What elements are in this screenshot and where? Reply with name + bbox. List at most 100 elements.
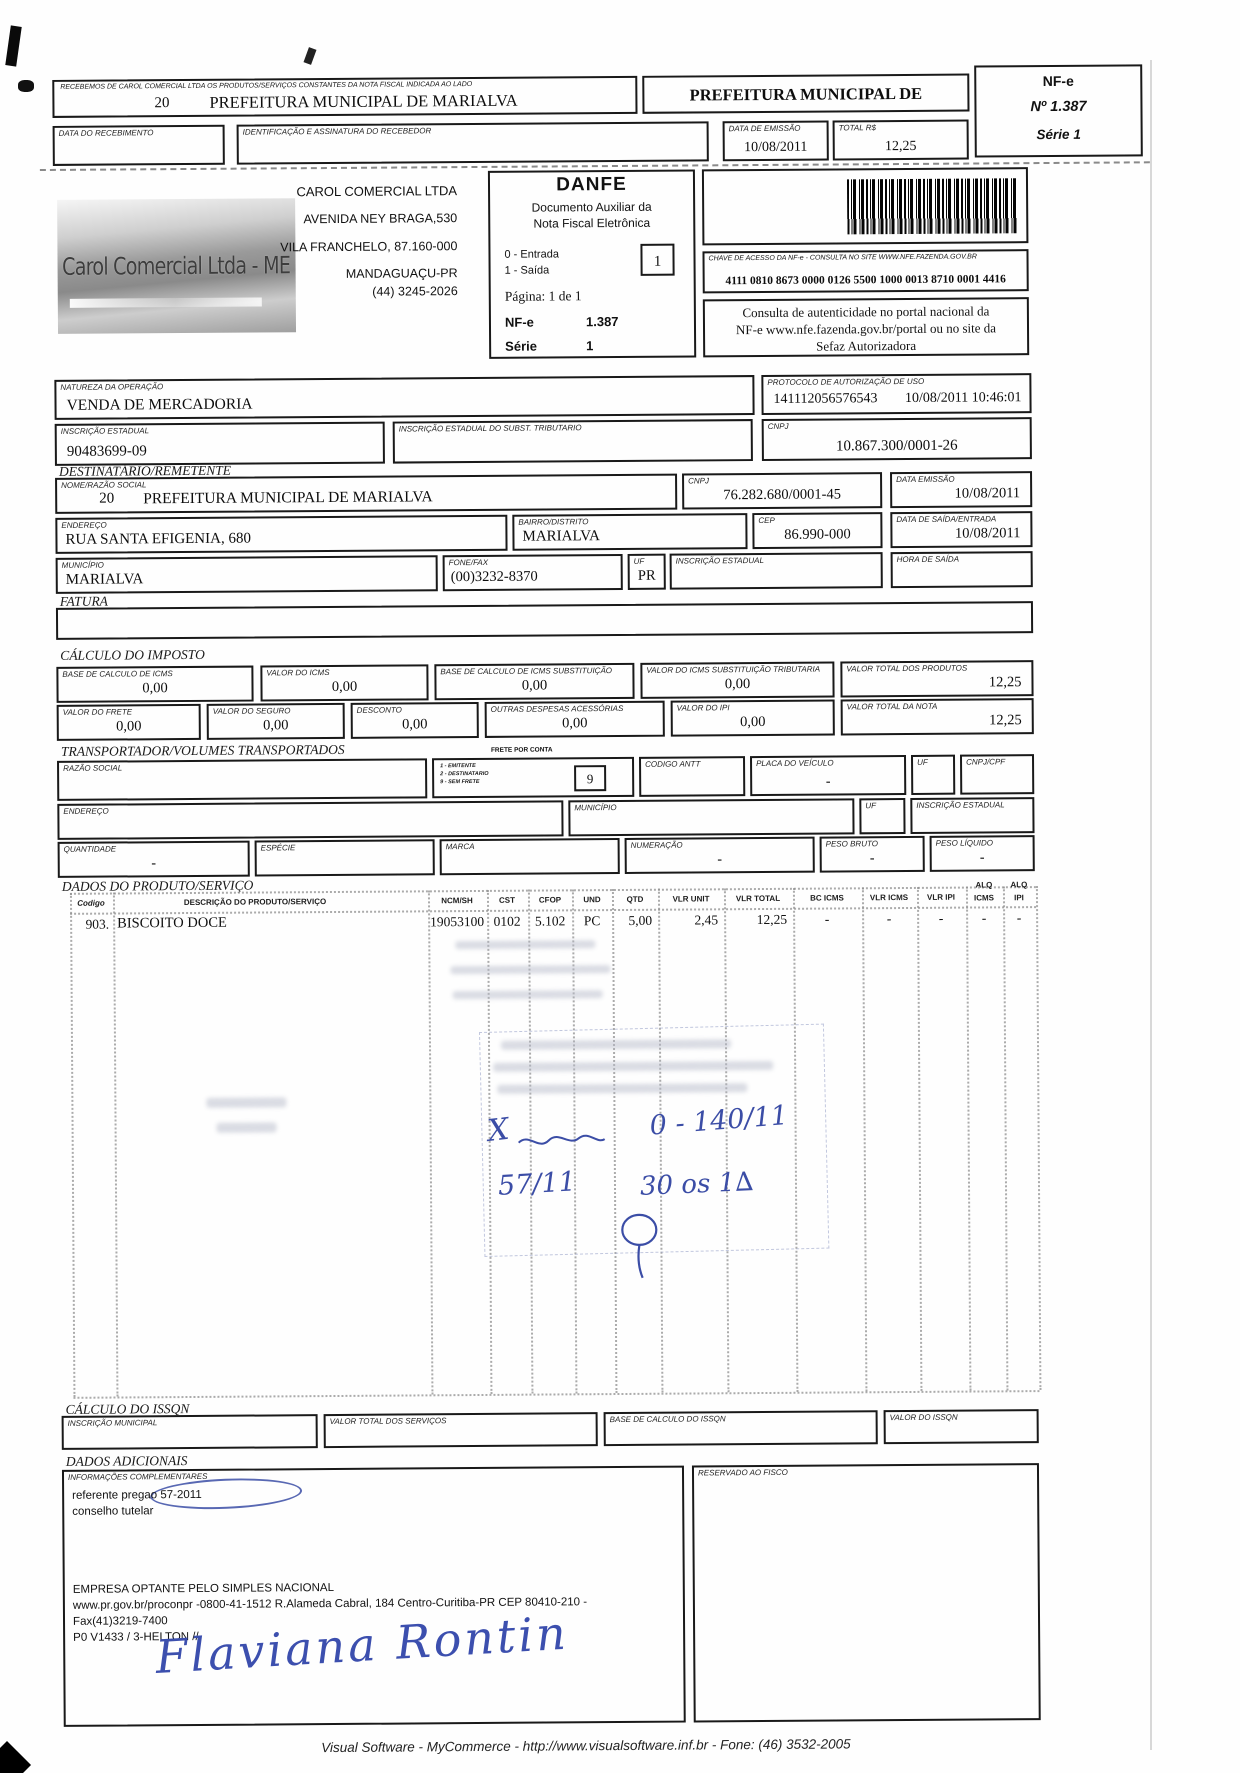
- frete-option-2: 2 - DESTINATARIO: [440, 770, 489, 778]
- field-valor-total-servicos: VALOR TOTAL DOS SERVIÇOS: [323, 1412, 598, 1449]
- info-line-1: referente pregao 57-2011: [72, 1488, 202, 1502]
- frete-option-3: 9 - SEM FRETE: [440, 778, 480, 786]
- danfe-subtitle-1: Documento Auxiliar da: [531, 199, 652, 215]
- field-label: CNPJ: [767, 421, 789, 431]
- field-label: DATA DE EMISSÃO: [728, 123, 801, 134]
- field-transp-endereco: ENDEREÇO: [57, 800, 564, 840]
- field-label: BASE DE CALCULO DE ICMS SUBSTITUIÇÃO: [440, 666, 613, 677]
- col-header-alq-ipi-1: ALQ: [1010, 880, 1028, 890]
- field-value: 12,25: [884, 138, 917, 155]
- handwritten-note-5711: 57/11: [497, 1166, 577, 1202]
- info-line-2: conselho tutelar: [72, 1505, 154, 1518]
- field-base-calculo-icms: BASE DE CALCULO DE ICMS 0,00: [56, 665, 254, 703]
- field-dest-ie: INSCRIÇÃO ESTADUAL: [669, 552, 883, 590]
- field-label: DATA EMISSÃO: [896, 474, 955, 485]
- field-transp-razao-social: RAZÃO SOCIAL: [57, 758, 428, 801]
- field-transp-ie: INSCRIÇÃO ESTADUAL: [910, 797, 1035, 834]
- field-value: 86.990-000: [784, 526, 851, 543]
- field-outras-despesas: OUTRAS DESPESAS ACESSÓRIAS 0,00: [484, 700, 665, 738]
- field-label: PROTOCOLO DE AUTORIZAÇÃO DE USO: [767, 376, 925, 387]
- field-label: BAIRRO/DISTRITO: [518, 517, 589, 527]
- row-codigo: 903.: [85, 916, 110, 932]
- field-natureza-operacao: NATUREZA DA OPERAÇÃO VENDA DE MERCADORIA: [54, 375, 755, 420]
- col-header-cfop: CFOP: [538, 895, 562, 905]
- field-label: INSCRIÇÃO ESTADUAL: [675, 555, 764, 566]
- inform-complementares-box: INFORMAÇÕES COMPLEMENTARES referente pre…: [61, 1465, 686, 1727]
- field-valor-total-produtos: VALOR TOTAL DOS PRODUTOS 12,25: [840, 660, 1034, 698]
- handwritten-scribble: [517, 1134, 606, 1145]
- field-label: VALOR DO ISSQN: [889, 1412, 958, 1423]
- field-label: TOTAL R$: [838, 123, 877, 133]
- field-dest-cnpj: CNPJ 76.282.680/0001-45: [682, 472, 883, 510]
- field-value: MARIALVA: [522, 528, 601, 545]
- field-value: 10/08/2011: [744, 139, 808, 156]
- field-quantidade: QUANTIDADE -: [57, 840, 250, 878]
- field-label: NOME/RAZÃO SOCIAL: [61, 480, 147, 490]
- field-label: NUMERAÇÃO: [630, 840, 683, 850]
- emitter-name: CAROL COMERCIAL LTDA: [296, 183, 458, 200]
- row-bc-icms: -: [824, 911, 830, 927]
- table-column-divider: [861, 887, 868, 1392]
- field-inscricao-estadual: INSCRIÇÃO ESTADUAL 90483699-09: [54, 421, 385, 466]
- row-cfop: 5.102: [534, 913, 566, 929]
- dest-code: 20: [99, 490, 115, 507]
- field-label: ENDEREÇO: [61, 520, 107, 530]
- field-desconto: DESCONTO 0,00: [350, 701, 479, 739]
- col-header-cst: CST: [498, 895, 516, 905]
- field-dest-municipio: MUNICÍPIO MARIALVA: [55, 555, 438, 594]
- field-valor-icms-substituicao: VALOR DO ICMS SUBSTITUIÇÃO TRIBUTARIA 0,…: [640, 661, 835, 699]
- table-column-divider: [112, 892, 119, 1397]
- field-label: VALOR DO SEGURO: [212, 706, 291, 716]
- field-canhoto-data-emissao: DATA DE EMISSÃO 10/08/2011: [722, 120, 829, 162]
- field-label: INSCRIÇÃO ESTADUAL: [60, 426, 150, 436]
- table-column-divider: [69, 892, 76, 1397]
- access-key-label: CHAVE DE ACESSO DA NF-e - CONSULTA NO SI…: [708, 253, 977, 263]
- canhoto-receipt-box: RECEBEMOS DE CAROL COMERCIAL LTDA OS PRO…: [52, 75, 638, 118]
- field-dest-cep: CEP 86.990-000: [752, 512, 883, 550]
- field-label: HORA DE SAÍDA: [896, 554, 960, 565]
- nfe-number: Nº 1.387: [1030, 98, 1087, 116]
- row-qtd: 5,00: [628, 912, 653, 928]
- field-transp-cnpj-cpf: CNPJ/CPF: [959, 754, 1035, 795]
- col-header-alq-ipi-2: IPI: [1014, 893, 1024, 903]
- row-und: PC: [583, 913, 601, 929]
- barcode-box: [701, 167, 1029, 246]
- danfe-saida-option: 1 - Saída: [504, 264, 550, 277]
- field-label: MUNICÍPIO: [574, 803, 617, 813]
- table-column-divider: [1035, 886, 1042, 1391]
- field-value: -: [717, 852, 723, 868]
- field-value: 0,00: [724, 676, 751, 693]
- field-transp-uf: UF: [910, 754, 956, 795]
- info-line-3: EMPRESA OPTANTE PELO SIMPLES NACIONAL: [72, 1582, 335, 1596]
- field-placa-veiculo: PLACA DO VEÍCULO -: [749, 754, 907, 797]
- field-value: -: [869, 851, 875, 867]
- danfe-tipo-value: 1: [653, 253, 662, 270]
- field-value: 12,25: [989, 712, 1022, 729]
- field-base-icms-substituicao: BASE DE CALCULO DE ICMS SUBSTITUIÇÃO 0,0…: [434, 662, 635, 701]
- field-label: DESCONTO: [356, 705, 402, 715]
- access-key-value: 4111 0810 8673 0000 0126 5500 1000 0013 …: [725, 273, 1006, 288]
- danfe-tipo-box: 1: [640, 243, 675, 276]
- table-column-divider: [965, 886, 972, 1391]
- field-label: INFORMAÇÕES COMPLEMENTARES: [67, 1471, 208, 1482]
- faint-stamp-text: [497, 1083, 748, 1094]
- field-value: 0,00: [331, 678, 358, 696]
- danfe-nfe-label: NF-e: [504, 314, 534, 330]
- field-label: VALOR TOTAL DOS SERVIÇOS: [329, 1416, 447, 1427]
- col-header-bc-icms: BC ICMS: [810, 893, 844, 903]
- field-value: -: [151, 856, 157, 872]
- reservado-fisco-box: RESERVADO AO FISCO: [691, 1463, 1041, 1723]
- field-label: BASE DE CALCULO DE ICMS: [62, 669, 173, 679]
- section-transportador: TRANSPORTADOR/VOLUMES TRANSPORTADOS: [60, 741, 345, 759]
- field-value: 0,00: [562, 715, 588, 732]
- canhoto-customer-name: PREFEITURA MUNICIPAL DE MARIALVA: [209, 90, 518, 112]
- faint-stamp-text: [455, 940, 596, 950]
- frete-por-conta-label: FRETE POR CONTA: [490, 746, 553, 754]
- danfe-series-value: 1: [586, 338, 594, 354]
- field-label: ESPÉCIE: [260, 843, 296, 853]
- nfe-series: Série 1: [1036, 126, 1081, 143]
- section-calculo-imposto: CÁLCULO DO IMPOSTO: [60, 646, 205, 663]
- handwritten-note-30os: 30 os 1∆: [639, 1167, 754, 1202]
- field-value: 0,00: [116, 718, 142, 735]
